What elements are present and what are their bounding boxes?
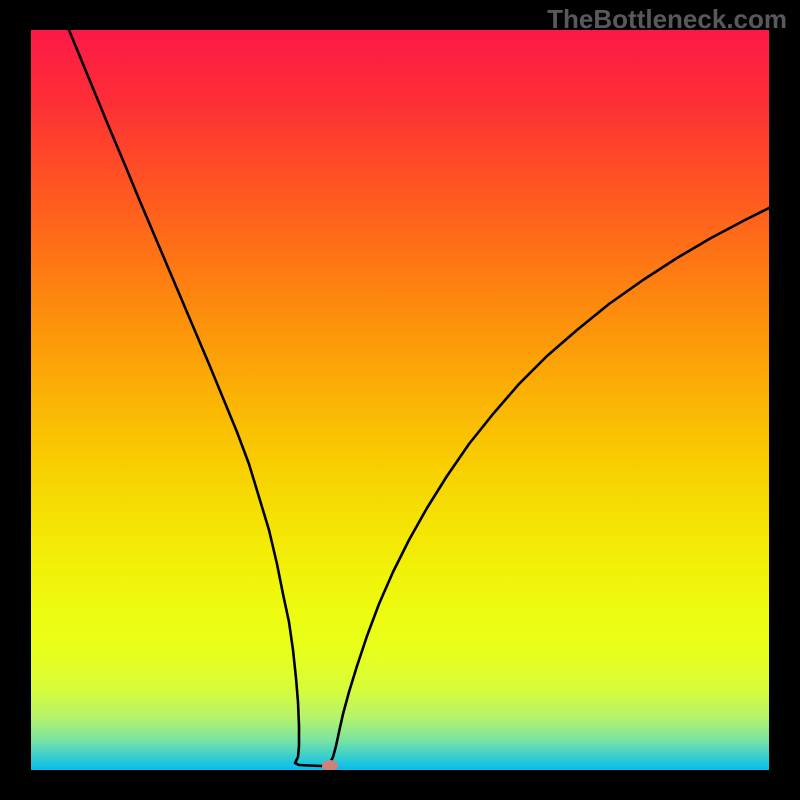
curve-layer (31, 30, 769, 770)
chart-canvas: TheBottleneck.com (0, 0, 800, 800)
plot-area (31, 30, 769, 770)
bottleneck-curve (69, 30, 769, 766)
watermark-text: TheBottleneck.com (547, 4, 787, 35)
min-marker (322, 760, 338, 770)
